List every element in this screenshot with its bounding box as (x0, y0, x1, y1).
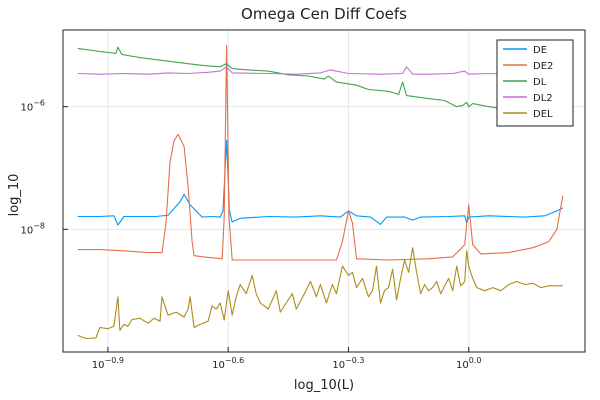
x-tick-exponent: −0.3 (345, 356, 364, 365)
series-line-dl (77, 46, 563, 124)
legend-box (496, 39, 574, 127)
x-tick-base: 10 (332, 360, 345, 371)
legend-label-dl2: DL2 (533, 93, 553, 104)
x-tick-exponent: 0.0 (469, 356, 482, 365)
x-tick-label: 10−0.3 (332, 356, 364, 371)
tick-labels: 10−0.9 10−0.6 10−0.3 100.010−810−6 (20, 99, 481, 371)
x-tick-label: 100.0 (456, 356, 481, 371)
y-tick-exponent: −8 (33, 221, 45, 230)
chart-title: Omega Cen Diff Coefs (241, 5, 407, 23)
legend-label-de: DE (533, 45, 547, 56)
legend-label-de2: DE2 (533, 61, 553, 72)
x-tick-label: 10−0.9 (92, 356, 124, 371)
y-tick-base: 10 (20, 225, 33, 236)
y-tick-label: 10−8 (20, 221, 45, 236)
x-tick-label: 10−0.6 (212, 356, 244, 371)
plot-frame (62, 29, 586, 353)
y-axis-label: log_10 (7, 174, 22, 217)
legend-label-del: DEL (533, 109, 553, 120)
series-line-de2 (77, 44, 564, 261)
series-line-de (77, 139, 564, 226)
legend-label-dl: DL (533, 77, 547, 88)
x-tick-base: 10 (456, 360, 469, 371)
y-tick-base: 10 (20, 103, 33, 114)
plot-area (77, 44, 564, 340)
series-line-dl2 (77, 63, 563, 75)
x-tick-exponent: −0.9 (105, 356, 124, 365)
x-axis-label: log_10(L) (294, 378, 354, 393)
x-tick-base: 10 (92, 360, 105, 371)
x-tick-base: 10 (212, 360, 225, 371)
y-tick-exponent: −6 (33, 99, 45, 108)
y-tick-label: 10−6 (20, 99, 45, 114)
x-tick-exponent: −0.6 (225, 356, 244, 365)
axes (62, 29, 586, 353)
legend: DE DE2 DL DL2 DEL (496, 39, 574, 127)
series-line-del (77, 247, 563, 340)
